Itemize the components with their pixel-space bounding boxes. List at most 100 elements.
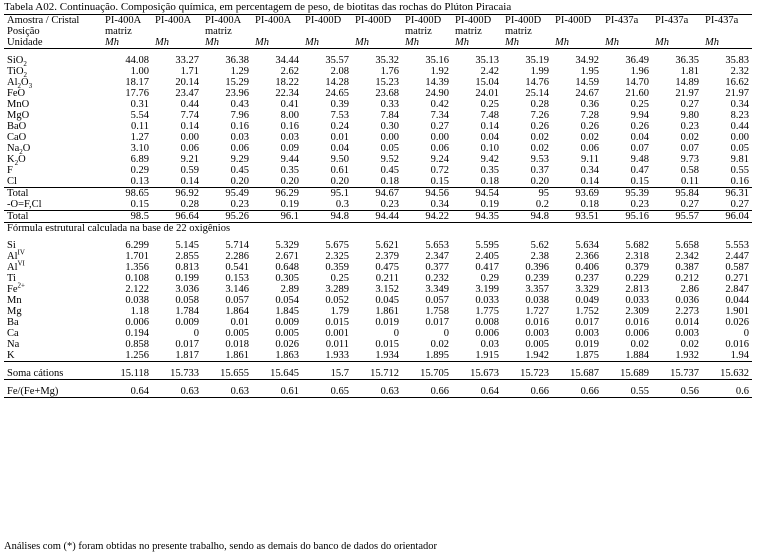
- row-label: MgO: [4, 110, 102, 121]
- value-cell: 0.28: [180, 199, 199, 210]
- header-cell: matriz: [205, 26, 232, 37]
- value-cell: 0.212: [675, 273, 699, 284]
- value-cell: 3.199: [475, 284, 499, 295]
- value-cell: 0.00: [430, 132, 449, 143]
- header-cell: matriz: [505, 26, 532, 37]
- value-cell: 0.61: [252, 386, 302, 398]
- header-cell: PI-400D: [352, 14, 402, 26]
- value-cell: 1.256: [102, 350, 152, 362]
- oxide-row: Total 98.65 96.92 95.49 96.29 95.1 94.67 94.56 9…: [4, 187, 752, 199]
- value-cell: 15.712: [352, 368, 402, 380]
- value-cell: 0.02: [630, 339, 649, 350]
- value-cell: 0.019: [575, 339, 599, 350]
- value-cell: 21.97: [725, 88, 749, 99]
- value-cell: 0.02: [530, 132, 549, 143]
- value-cell: 1.915: [452, 350, 502, 362]
- value-cell: 1.727: [525, 306, 549, 317]
- row-label: F: [4, 165, 102, 176]
- value-cell: 0.858: [125, 339, 149, 350]
- row-label: AlIV: [4, 249, 102, 262]
- value-cell: 1.701: [125, 251, 149, 262]
- value-cell: 0.61: [330, 165, 349, 176]
- value-cell: 96.64: [152, 210, 202, 223]
- value-cell: 3.152: [375, 284, 399, 295]
- value-cell: 5.54: [130, 110, 149, 121]
- row-label: Si: [4, 240, 102, 251]
- value-cell: 2.847: [725, 284, 749, 295]
- value-cell: 0.64: [452, 386, 502, 398]
- oxide-row: MnO 0.31 0.44 0.43 0.41 0.39 0.33 0.42 0.25 0.28 0…: [4, 99, 752, 110]
- value-cell: 0.16: [230, 121, 249, 132]
- value-cell: 2.318: [625, 251, 649, 262]
- cation-row: Si 6.299 5.145 5.714 5.329 5.675 5.621 5.653 5.5…: [4, 240, 752, 251]
- ratio-row: Fe/(Fe+Mg) 0.64 0.63 0.63 0.61 0.65 0.63 0.66 0.…: [4, 386, 752, 398]
- value-cell: 1.775: [475, 306, 499, 317]
- value-cell: 1.18: [130, 306, 149, 317]
- value-cell: 0.15: [430, 176, 449, 187]
- row-label-text: F: [7, 165, 13, 176]
- value-cell: 9.94: [630, 110, 649, 121]
- value-cell: 93.51: [552, 210, 602, 223]
- row-label: TiO2: [4, 66, 102, 79]
- value-cell: 15.7: [302, 368, 352, 380]
- value-cell: 15.687: [552, 368, 602, 380]
- value-cell: 94.56: [402, 187, 452, 199]
- value-cell: 0.55: [730, 165, 749, 176]
- value-cell: 5.595: [475, 240, 499, 251]
- header-cell: [602, 26, 652, 37]
- value-cell: 0.16: [280, 121, 299, 132]
- row-label-text: K: [7, 154, 15, 165]
- header-cell: PI-437a: [702, 14, 752, 26]
- value-cell: 0.18: [380, 176, 399, 187]
- value-cell: 0.052: [325, 295, 349, 306]
- header-cell: Mh: [202, 37, 252, 49]
- header-cell: Mh: [652, 37, 702, 49]
- value-cell: 35.16: [425, 55, 449, 66]
- value-cell: 0.406: [575, 262, 599, 273]
- value-cell: 0.04: [330, 143, 349, 154]
- value-cell: 35.83: [725, 55, 749, 66]
- value-cell: 0.194: [125, 328, 149, 339]
- value-cell: 18.22: [275, 77, 299, 88]
- header-cell: [302, 26, 352, 37]
- value-cell: 0.005: [525, 339, 549, 350]
- header-cell: matriz: [455, 26, 482, 37]
- value-cell: 24.01: [475, 88, 499, 99]
- value-cell: 0.05: [380, 143, 399, 154]
- value-cell: 94.8: [502, 210, 552, 223]
- header-cell: Mh: [302, 37, 352, 49]
- value-cell: 0.16: [730, 176, 749, 187]
- value-cell: 0.20: [330, 176, 349, 187]
- value-cell: 0.63: [352, 386, 402, 398]
- row-label-text: MgO: [7, 110, 30, 121]
- value-cell: 0: [393, 328, 399, 339]
- header-cell: PI-400A: [152, 14, 202, 26]
- header-cell: [652, 26, 702, 37]
- cation-row: Mn 0.038 0.058 0.057 0.054 0.052 0.045 0.057 0.0…: [4, 295, 752, 306]
- value-cell: 0.239: [525, 273, 549, 284]
- oxide-row: -O=F,Cl 0.15 0.28 0.23 0.19 0.3 0.23 0.34 0.19 0.…: [4, 199, 752, 211]
- value-cell: 9.42: [480, 154, 499, 165]
- value-cell: 1.356: [125, 262, 149, 273]
- value-cell: 35.57: [325, 55, 349, 66]
- value-cell: 0.011: [325, 339, 349, 350]
- value-cell: 9.11: [581, 154, 599, 165]
- value-cell: 0.58: [680, 165, 699, 176]
- value-cell: 0.35: [280, 165, 299, 176]
- value-cell: 95.84: [652, 187, 702, 199]
- value-cell: 2.89: [280, 284, 299, 295]
- value-cell: 0.026: [725, 317, 749, 328]
- value-cell: 9.48: [630, 154, 649, 165]
- value-cell: 2.347: [425, 251, 449, 262]
- value-cell: 1.817: [152, 350, 202, 362]
- row-label-text: TiO: [7, 66, 24, 77]
- value-cell: 0.305: [275, 273, 299, 284]
- value-cell: 9.50: [330, 154, 349, 165]
- value-cell: 9.24: [430, 154, 449, 165]
- value-cell: 0.377: [425, 262, 449, 273]
- value-cell: 0.359: [325, 262, 349, 273]
- oxide-row: BaO 0.11 0.14 0.16 0.16 0.24 0.30 0.27 0.14 0.26 0…: [4, 121, 752, 132]
- value-cell: 7.28: [580, 110, 599, 121]
- value-cell: 0.26: [630, 121, 649, 132]
